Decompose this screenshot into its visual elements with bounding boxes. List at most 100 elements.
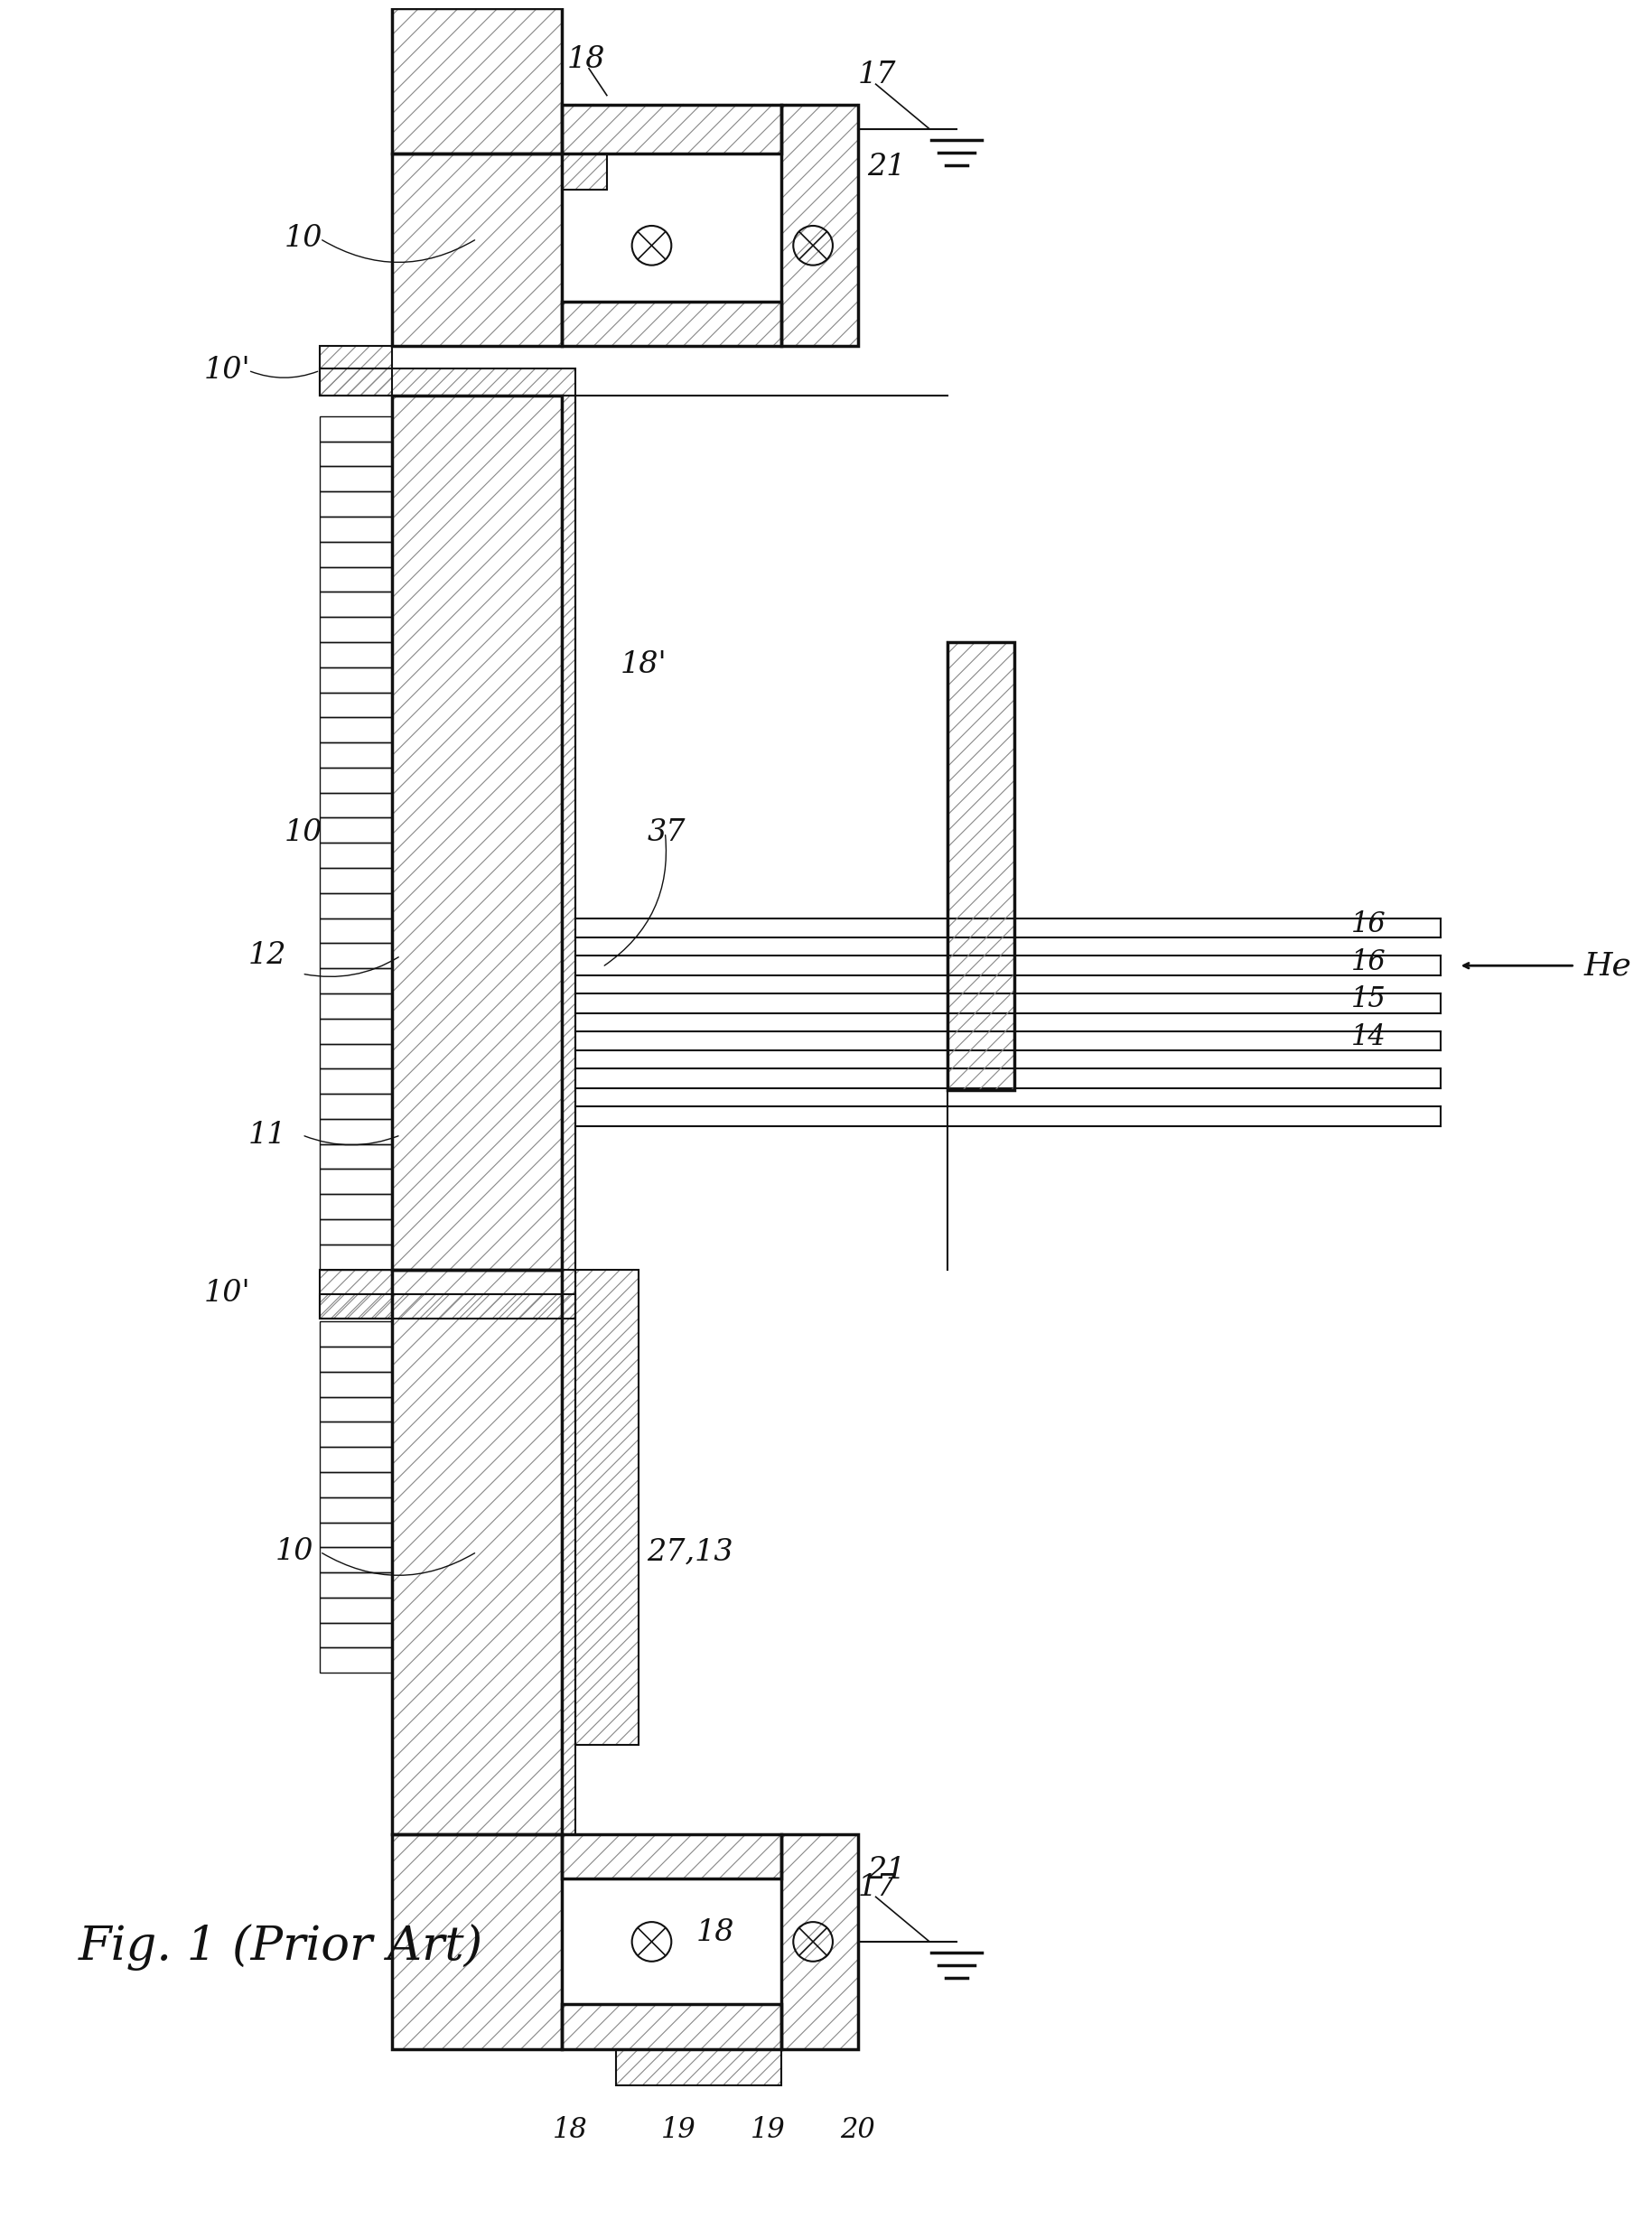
Bar (320, 868, 392, 892)
Bar (562, 1835, 781, 1879)
Bar (320, 1169, 392, 1194)
Text: 18: 18 (567, 44, 605, 73)
Bar (392, 1835, 562, 2048)
Bar (320, 1573, 392, 1598)
Bar (320, 517, 392, 541)
Bar (320, 541, 392, 566)
Bar (320, 843, 392, 868)
Bar (392, 9, 562, 153)
Text: 37: 37 (648, 819, 686, 848)
Bar (562, 104, 781, 153)
Bar (320, 617, 392, 641)
Bar (320, 1347, 392, 1371)
Bar (320, 717, 392, 743)
Text: 10': 10' (203, 355, 249, 384)
Bar (616, 2048, 781, 2086)
Bar (320, 641, 392, 668)
Bar (320, 493, 392, 517)
Bar (320, 1245, 392, 1269)
Text: 21: 21 (867, 153, 905, 182)
Bar (320, 1194, 392, 1218)
Bar (948, 641, 1014, 1090)
Bar (320, 1622, 392, 1649)
Bar (392, 153, 562, 346)
Bar (320, 1269, 392, 1318)
Text: 16: 16 (1351, 948, 1386, 976)
Bar (781, 104, 857, 346)
Text: 14: 14 (1351, 1023, 1386, 1052)
Text: 18: 18 (697, 1917, 735, 1948)
Bar (320, 1269, 392, 1318)
Bar (392, 395, 562, 1269)
Bar (320, 692, 392, 717)
Bar (320, 1396, 392, 1422)
Bar (392, 1269, 562, 1835)
Bar (781, 104, 857, 346)
Bar (575, 1269, 638, 1744)
Bar (320, 768, 392, 792)
Bar (392, 9, 562, 153)
Bar (320, 1294, 575, 1318)
Bar (948, 641, 1014, 1090)
Text: 17: 17 (857, 60, 895, 89)
Bar (320, 743, 392, 768)
Bar (320, 1422, 392, 1447)
Text: 18': 18' (620, 650, 667, 679)
Text: 10: 10 (276, 1538, 314, 1567)
Bar (320, 1070, 392, 1094)
Bar (320, 442, 392, 466)
Bar (562, 2004, 781, 2048)
Bar (320, 1447, 392, 1471)
Text: 10: 10 (284, 819, 322, 848)
Bar (562, 1835, 781, 1879)
Bar (320, 1371, 392, 1396)
Text: Fig. 1 (Prior Art): Fig. 1 (Prior Art) (78, 1924, 482, 1970)
Text: 17: 17 (857, 1873, 895, 1902)
Bar (320, 417, 392, 442)
Bar (320, 1498, 392, 1522)
Bar (320, 346, 392, 395)
Bar (320, 668, 392, 692)
Bar (320, 1649, 392, 1673)
Bar (392, 395, 562, 1269)
Bar (320, 1094, 392, 1118)
Text: 16: 16 (1351, 910, 1386, 939)
Bar (392, 1269, 562, 1835)
Bar (320, 994, 392, 1019)
Bar (320, 819, 392, 843)
Bar (616, 2048, 781, 2086)
Bar (562, 302, 781, 346)
Bar (562, 1269, 575, 1835)
Text: 20: 20 (839, 2117, 876, 2144)
Bar (320, 368, 575, 395)
Bar (320, 892, 392, 919)
Text: He: He (1584, 950, 1632, 981)
Bar (562, 104, 781, 153)
Text: 10: 10 (284, 224, 322, 253)
Bar (320, 943, 392, 967)
Bar (562, 1269, 575, 1835)
Bar (320, 1218, 392, 1245)
Text: 11: 11 (248, 1121, 287, 1149)
Text: 10': 10' (203, 1278, 249, 1309)
Bar (320, 1598, 392, 1622)
Bar (320, 1118, 392, 1145)
Bar (320, 1294, 575, 1318)
Bar (320, 1043, 392, 1070)
Bar (320, 1323, 392, 1347)
Bar (320, 1471, 392, 1498)
Bar (392, 153, 562, 346)
Bar (320, 1145, 392, 1169)
Bar (320, 919, 392, 943)
Bar (562, 2004, 781, 2048)
Bar (320, 368, 575, 395)
Bar (320, 466, 392, 493)
Bar (562, 302, 781, 346)
Text: 18: 18 (553, 2117, 588, 2144)
Bar (320, 792, 392, 819)
Bar (781, 1835, 857, 2048)
Bar (562, 153, 606, 189)
Text: 21: 21 (867, 1855, 905, 1884)
Text: 19: 19 (750, 2117, 785, 2144)
Bar (320, 967, 392, 994)
